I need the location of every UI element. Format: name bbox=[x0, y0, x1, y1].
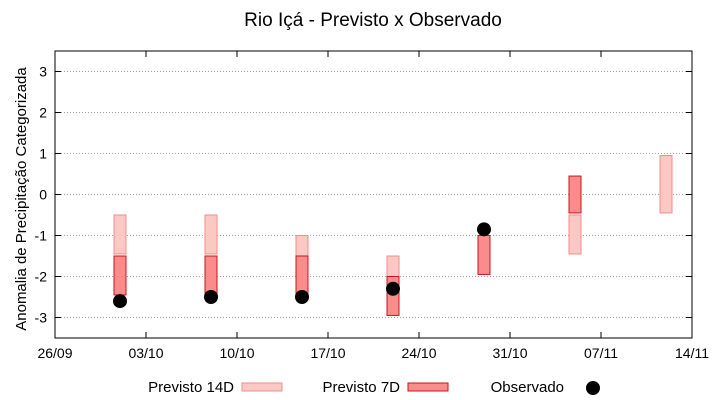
legend-label-observado: Observado bbox=[491, 379, 564, 396]
previsto-14d-series bbox=[113, 155, 673, 296]
previsto-14d-bar bbox=[568, 214, 582, 255]
observado-point bbox=[295, 290, 309, 304]
y-tick-label: 2 bbox=[39, 105, 47, 121]
x-tick-label: 03/10 bbox=[128, 345, 163, 361]
y-tick-label: 0 bbox=[39, 187, 47, 203]
grid-lines bbox=[55, 71, 692, 318]
observado-series bbox=[113, 222, 491, 309]
legend-label-previsto-14d: Previsto 14D bbox=[148, 379, 234, 396]
previsto-14d-bar bbox=[113, 214, 127, 255]
x-tick-label: 26/09 bbox=[37, 345, 72, 361]
y-tick-label: 1 bbox=[39, 146, 47, 162]
y-tick-label: 3 bbox=[39, 64, 47, 80]
x-tick-label: 14/11 bbox=[675, 345, 709, 361]
y-tick-label: -2 bbox=[35, 269, 48, 285]
previsto-7d-bar bbox=[295, 255, 309, 296]
legend-label-previsto-7d: Previsto 7D bbox=[322, 379, 400, 396]
x-tick-label: 10/10 bbox=[219, 345, 254, 361]
legend-swatch-previsto-7d bbox=[407, 382, 449, 392]
y-tick-label: -3 bbox=[35, 310, 48, 326]
previsto-7d-bar bbox=[568, 175, 582, 214]
x-tick-label: 24/10 bbox=[401, 345, 436, 361]
previsto-14d-bar bbox=[659, 155, 673, 214]
previsto-7d-bar bbox=[204, 255, 218, 296]
observado-point bbox=[113, 294, 127, 309]
x-axis-ticks: 26/09 03/10 10/10 17/10 24/10 31/10 07/11 14/11 bbox=[37, 51, 709, 361]
legend-swatch-previsto-14d bbox=[241, 382, 283, 392]
y-axis-ticks: 3 2 1 0 -1 -2 -3 bbox=[35, 64, 692, 326]
observado-point bbox=[477, 222, 491, 237]
chart-title: Rio Içá - Previsto x Observado bbox=[244, 10, 502, 31]
x-tick-label: 31/10 bbox=[492, 345, 527, 361]
previsto-7d-bar bbox=[477, 235, 491, 275]
plot-frame bbox=[54, 50, 693, 339]
y-tick-label: -1 bbox=[35, 228, 48, 244]
x-tick-label: 17/10 bbox=[310, 345, 345, 361]
previsto-7d-series bbox=[113, 175, 582, 316]
observado-point bbox=[386, 281, 400, 296]
legend-marker-observado bbox=[586, 381, 600, 395]
previsto-7d-bar bbox=[113, 255, 127, 296]
x-tick-label: 07/11 bbox=[584, 345, 618, 361]
legend: Previsto 14D Previsto 7D Observado bbox=[148, 379, 600, 396]
observado-point bbox=[204, 290, 218, 304]
y-axis-label: Anomalia de Precipitação Categorizada bbox=[13, 67, 30, 331]
previsto-14d-bar bbox=[204, 214, 218, 255]
